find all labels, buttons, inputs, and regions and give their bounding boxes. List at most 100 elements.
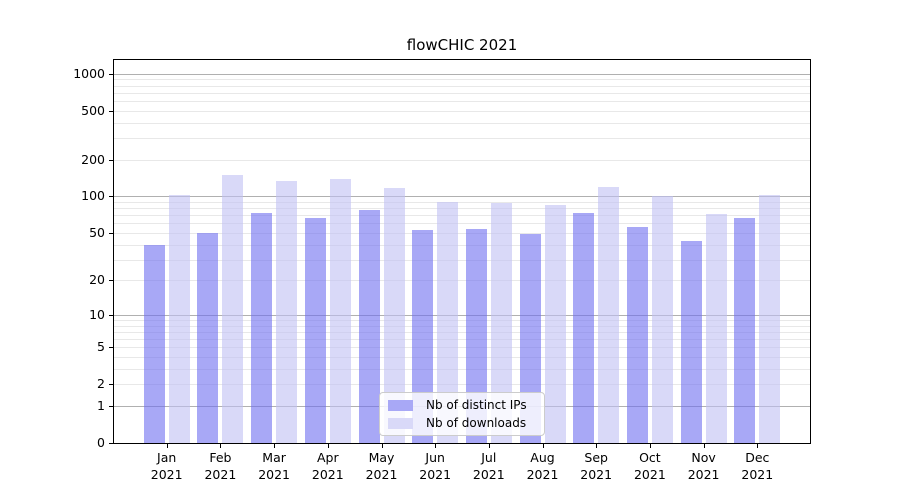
bar-ips-nov — [680, 240, 702, 444]
x-tick-mark — [703, 444, 705, 448]
bar-downloads-jan — [168, 194, 190, 444]
y-tick-label: 10 — [89, 306, 105, 322]
y-tick-label: 200 — [81, 151, 105, 167]
y-tick-mark — [109, 110, 113, 112]
gridline-minor — [113, 339, 811, 340]
bar-ips-mar — [251, 213, 273, 444]
gridline-minor — [113, 244, 811, 246]
y-tick-label: 500 — [81, 102, 105, 118]
x-tick-month: Aug — [530, 450, 555, 465]
y-tick-mark — [109, 347, 113, 349]
x-tick-label-apr: Apr 2021 — [301, 449, 355, 483]
x-tick-month: Mar — [262, 450, 286, 465]
gridline-minor — [113, 347, 811, 349]
bar-downloads-dec — [759, 195, 781, 444]
x-tick-month: Apr — [316, 450, 339, 465]
x-tick-label-aug: Aug 2021 — [516, 449, 570, 483]
gridline-minor — [113, 280, 811, 282]
bar-ips-apr — [304, 217, 326, 444]
x-tick-year: 2021 — [580, 467, 613, 482]
y-tick-mark — [109, 196, 113, 198]
x-tick-mark — [166, 444, 168, 448]
gridline-minor — [113, 159, 811, 161]
x-tick-month: Sep — [584, 450, 608, 465]
legend-label-downloads: Nb of downloads — [426, 416, 527, 430]
x-tick-mark — [435, 444, 437, 448]
x-tick-label-mar: Mar 2021 — [247, 449, 301, 483]
gridline-minor — [113, 79, 811, 81]
x-tick-month: Jul — [481, 450, 497, 465]
x-tick-month: Oct — [639, 450, 661, 465]
gridline-minor — [113, 325, 811, 327]
x-tick-year: 2021 — [741, 467, 774, 482]
x-tick-label-jan: Jan 2021 — [140, 449, 194, 483]
x-tick-label-may: May 2021 — [355, 449, 409, 483]
x-tick-year: 2021 — [150, 467, 183, 482]
y-tick-mark — [109, 159, 113, 161]
y-tick-mark — [109, 280, 113, 282]
gridline-minor — [113, 138, 811, 139]
bar-ips-sep — [573, 213, 595, 444]
legend-label-distinct-ips: Nb of distinct IPs — [426, 398, 527, 412]
bar-downloads-jun — [437, 202, 459, 444]
x-tick-label-feb: Feb 2021 — [193, 449, 247, 483]
gridline-minor — [113, 92, 811, 94]
bar-downloads-mar — [276, 180, 298, 444]
y-tick-label: 1000 — [73, 65, 105, 81]
gridline-minor — [113, 215, 811, 217]
gridline-minor — [113, 259, 811, 261]
legend-swatch-distinct-ips — [388, 399, 413, 411]
x-tick-year: 2021 — [311, 467, 344, 482]
x-tick-mark — [220, 444, 222, 448]
gridline-minor — [113, 101, 811, 103]
x-tick-year: 2021 — [472, 467, 505, 482]
gridline-minor — [113, 85, 811, 87]
gridline-minor — [113, 368, 811, 370]
x-tick-month: Feb — [209, 450, 232, 465]
bar-ips-jul — [465, 228, 487, 444]
gridline-major — [113, 314, 811, 316]
gridline-minor — [113, 384, 811, 386]
y-tick-label: 100 — [81, 188, 105, 204]
x-tick-year: 2021 — [526, 467, 559, 482]
y-tick-mark — [109, 314, 113, 316]
x-tick-year: 2021 — [419, 467, 452, 482]
y-tick-label: 2 — [97, 376, 105, 392]
legend: Nb of distinct IPs Nb of downloads — [379, 392, 545, 436]
x-tick-mark — [381, 444, 383, 448]
x-tick-label-jul: Jul 2021 — [462, 449, 516, 483]
y-tick-mark — [109, 443, 113, 444]
bar-downloads-aug — [544, 205, 566, 444]
x-tick-mark — [596, 444, 598, 448]
bar-ips-may — [358, 209, 380, 444]
gridline-minor — [113, 122, 811, 124]
x-tick-year: 2021 — [687, 467, 720, 482]
y-tick-mark — [109, 232, 113, 234]
y-tick-label: 5 — [97, 339, 105, 355]
chart-title: flowCHIC 2021 — [406, 36, 518, 54]
gridline-major — [113, 196, 811, 198]
gridline-minor — [113, 110, 811, 112]
x-tick-label-sep: Sep 2021 — [569, 449, 623, 483]
gridline-minor — [113, 357, 811, 358]
x-tick-label-oct: Oct 2021 — [623, 449, 677, 483]
x-tick-mark — [649, 444, 651, 448]
y-tick-label: 50 — [89, 224, 105, 240]
bar-downloads-apr — [329, 178, 351, 444]
bar-ips-jan — [143, 244, 165, 444]
x-tick-label-jun: Jun 2021 — [408, 449, 462, 483]
gridline-minor — [113, 208, 811, 210]
x-tick-month: Dec — [745, 450, 770, 465]
x-tick-month: Nov — [691, 450, 716, 465]
gridline-minor — [113, 232, 811, 234]
x-tick-mark — [488, 444, 490, 448]
x-tick-month: Jan — [157, 450, 177, 465]
legend-row-downloads: Nb of downloads — [380, 416, 544, 430]
bar-downloads-nov — [705, 213, 727, 444]
bar-downloads-jul — [490, 202, 512, 444]
bar-ips-jun — [412, 229, 434, 444]
bar-ips-oct — [626, 227, 648, 444]
bar-downloads-sep — [598, 187, 620, 444]
bar-ips-aug — [519, 234, 541, 444]
